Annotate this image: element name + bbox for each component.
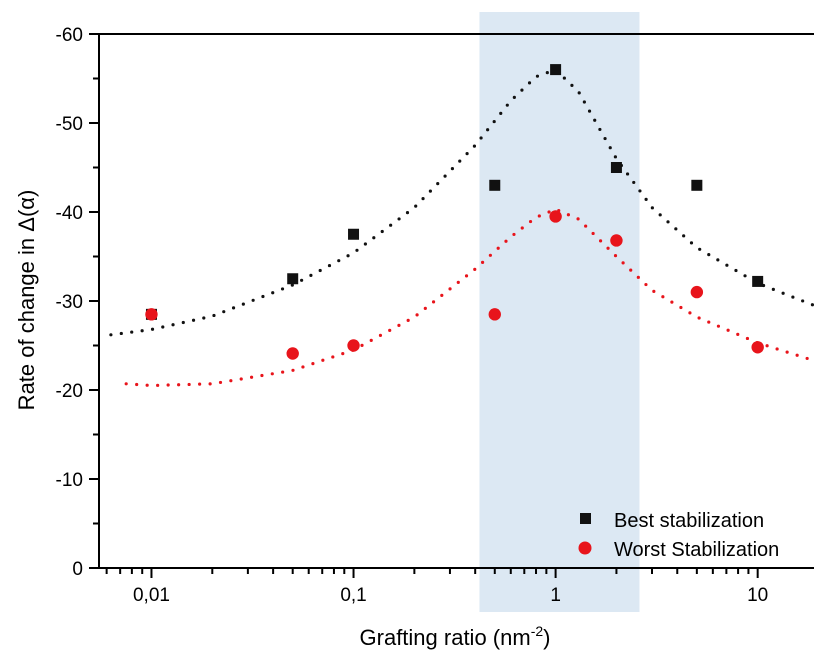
fit-curve-best <box>109 67 814 337</box>
data-point-best <box>489 179 501 191</box>
data-point-worst <box>488 308 501 321</box>
y-tick-label: -10 <box>56 470 83 491</box>
y-tick-label: -50 <box>56 114 83 135</box>
data-point-best <box>550 64 562 76</box>
data-point-worst <box>145 308 158 321</box>
legend: Best stabilization Worst Stabilization <box>578 510 779 561</box>
data-point-best <box>348 228 360 240</box>
x-axis-title: Grafting ratio (nm-2) <box>360 623 551 650</box>
data-point-worst <box>549 210 562 223</box>
data-point-worst <box>610 234 623 247</box>
data-point-best <box>287 273 299 285</box>
data-point-worst <box>751 341 764 354</box>
data-point-best <box>610 162 622 173</box>
x-tick-label: 1 <box>550 585 561 606</box>
x-tick-label: 0,1 <box>340 585 366 606</box>
highlight-band <box>479 12 640 612</box>
highlight-band-layer <box>479 12 640 612</box>
x-tick-label: 10 <box>747 585 768 606</box>
y-tick-label: -40 <box>56 203 83 224</box>
legend-marker-worst <box>578 541 592 555</box>
y-tick-label: -20 <box>56 381 83 402</box>
fit-curves <box>109 67 814 388</box>
axes: 0 -10 -20 -30 -40 -50 -60 0,01 0,1 1 10 <box>56 25 814 606</box>
data-points <box>145 64 764 360</box>
legend-marker-best <box>580 513 591 524</box>
y-axis-title: Rate of change in Δ(α) <box>14 190 39 411</box>
fit-curve-worst <box>124 207 814 388</box>
data-point-best <box>752 275 764 287</box>
data-point-worst <box>286 347 299 360</box>
x-tick-label: 0,01 <box>133 585 170 606</box>
data-point-best <box>691 179 703 191</box>
legend-label-worst: Worst Stabilization <box>614 539 779 561</box>
data-point-worst <box>690 285 704 299</box>
y-tick-label: -60 <box>56 25 83 46</box>
legend-label-best: Best stabilization <box>614 510 764 532</box>
data-point-worst <box>347 339 360 352</box>
y-tick-label: 0 <box>72 559 83 580</box>
y-tick-label: -30 <box>56 292 83 313</box>
